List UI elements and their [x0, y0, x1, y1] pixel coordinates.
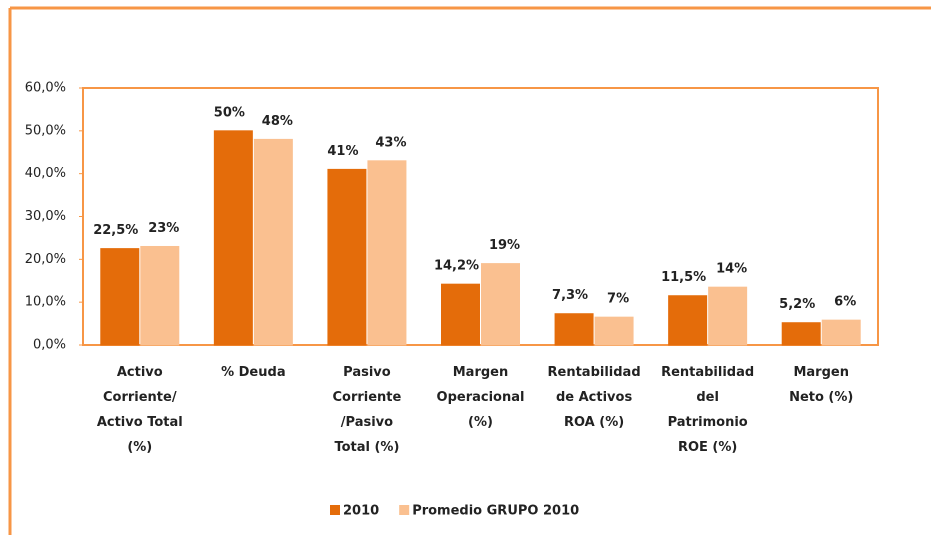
bar: [100, 248, 140, 346]
value-label: 23%: [148, 221, 179, 236]
y-tick-label: 0,0%: [33, 338, 66, 353]
x-tick-line: Activo: [117, 365, 163, 380]
bar: [781, 322, 821, 346]
value-label: 7,3%: [552, 288, 588, 303]
value-label: 7%: [607, 292, 629, 307]
value-label: 22,5%: [93, 223, 138, 238]
value-label: 14%: [716, 262, 747, 277]
x-tick-label: Pasivo Corriente/Pasivo Total (%): [332, 365, 401, 455]
bar: [140, 245, 180, 346]
x-tick-line: Corriente/: [103, 390, 177, 405]
bar: [668, 295, 708, 346]
x-tick-line: Operacional: [437, 390, 525, 405]
value-label: 19%: [489, 238, 520, 253]
x-tick-label: % Deuda: [221, 365, 286, 380]
x-tick-line: del: [696, 390, 719, 405]
x-tick-label: Rentabilidad del Patrimonio ROE (%): [661, 365, 754, 455]
x-tick-line: Patrimonio: [668, 415, 748, 430]
x-tick-line: ROE (%): [678, 440, 737, 455]
value-label: 41%: [327, 144, 358, 159]
x-tick-line: /Pasivo: [341, 415, 393, 430]
value-label: 14,2%: [434, 259, 479, 274]
bar: [367, 160, 407, 346]
legend-swatch: [330, 505, 340, 515]
bar: [821, 319, 861, 346]
y-tick-label: 20,0%: [25, 252, 66, 267]
legend-label: Promedio GRUPO 2010: [412, 504, 579, 519]
plot-area: [82, 87, 879, 346]
x-tick-line: Rentabilidad: [661, 365, 754, 380]
y-tick-label: 30,0%: [25, 209, 66, 224]
bar: [554, 313, 594, 346]
bar: [327, 168, 367, 346]
value-label: 11,5%: [661, 270, 706, 285]
x-tick-line: (%): [127, 440, 152, 455]
x-tick-line: ROA (%): [564, 415, 624, 430]
y-tick-label: 40,0%: [25, 166, 66, 181]
y-tick-label: 10,0%: [25, 295, 66, 310]
x-tick-label: Margen Operacional (%): [437, 365, 525, 430]
bar: [213, 130, 253, 346]
bar: [253, 138, 293, 346]
x-tick-label: Activo Corriente/Activo Total (%): [97, 365, 183, 455]
x-tick-line: Corriente: [332, 390, 401, 405]
bar: [481, 263, 520, 346]
bar: [441, 283, 480, 346]
legend-label: 2010: [343, 504, 379, 519]
bar: [594, 316, 634, 346]
bar: [708, 286, 748, 346]
value-label: 5,2%: [779, 297, 815, 312]
y-tick-label: 60,0%: [25, 81, 66, 96]
x-tick-line: Rentabilidad: [548, 365, 641, 380]
x-tick-line: (%): [468, 415, 493, 430]
x-tick-label: Rentabilidad de Activos ROA (%): [548, 365, 641, 430]
x-tick-line: de Activos: [556, 390, 632, 405]
x-tick-line: % Deuda: [221, 365, 286, 380]
value-label: 48%: [262, 114, 293, 129]
value-label: 50%: [214, 105, 245, 120]
value-label: 6%: [834, 295, 856, 310]
value-label: 43%: [375, 135, 406, 150]
x-tick-line: Activo Total: [97, 415, 183, 430]
y-tick-label: 50,0%: [25, 123, 66, 138]
x-tick-line: Pasivo: [343, 365, 391, 380]
x-tick-line: Neto (%): [789, 390, 853, 405]
x-tick-line: Margen: [793, 365, 849, 380]
x-tick-line: Total (%): [334, 440, 399, 455]
legend-swatch: [399, 505, 410, 515]
x-tick-label: Margen Neto (%): [789, 365, 853, 405]
x-tick-line: Margen: [453, 365, 509, 380]
